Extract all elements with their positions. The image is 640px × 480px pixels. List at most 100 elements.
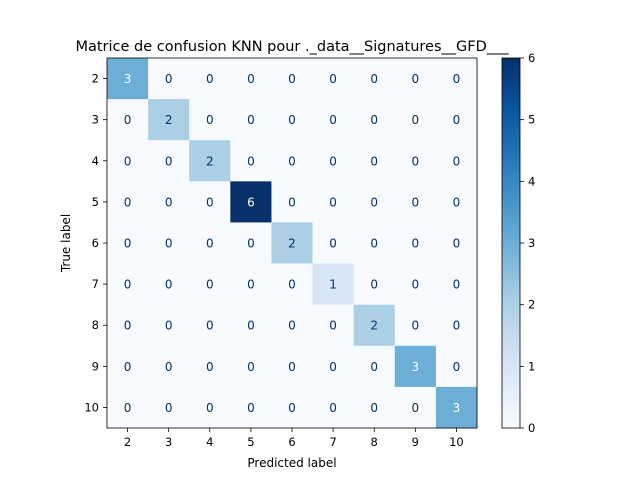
matrix-cell — [353, 140, 396, 182]
cell-value-label: 0 — [453, 72, 461, 86]
cell-value-label: 0 — [453, 154, 461, 168]
matrix-cell — [189, 345, 231, 388]
x-tick-label: 2 — [124, 435, 131, 449]
cell-value-label: 0 — [370, 72, 378, 86]
x-tick-label: 9 — [412, 435, 419, 449]
matrix-cell — [230, 99, 272, 141]
x-axis-ticks: 2 3 4 5 6 7 8 9 10 — [124, 428, 464, 449]
matrix-cell — [394, 345, 437, 388]
matrix-cell — [435, 58, 478, 100]
cell-value-label: 0 — [412, 195, 420, 209]
cell-value-label: 0 — [370, 360, 378, 374]
cell-value-label: 2 — [206, 154, 214, 168]
y-tick-label: 10 — [84, 400, 99, 414]
cell-value-label: 0 — [206, 195, 214, 209]
matrix-cell — [230, 181, 272, 223]
matrix-cell — [148, 99, 190, 141]
cell-value-label: 0 — [124, 237, 132, 251]
cell-value-label: 0 — [453, 195, 461, 209]
y-tick-label: 9 — [92, 359, 99, 373]
cell-value-label: 0 — [412, 401, 420, 415]
cell-value-label: 0 — [412, 72, 420, 86]
matrix-cell — [271, 263, 313, 305]
matrix-cell — [107, 386, 149, 429]
cell-value-label: 0 — [412, 278, 420, 292]
matrix-cell — [148, 58, 190, 100]
matrix-cell — [189, 140, 231, 182]
cell-value-label: 0 — [370, 195, 378, 209]
matrix-cell — [271, 99, 313, 141]
x-tick-label: 4 — [206, 435, 213, 449]
y-tick-label: 4 — [92, 154, 99, 168]
matrix-cell — [435, 345, 478, 388]
matrix-cell — [189, 304, 231, 347]
cell-value-label: 3 — [412, 360, 420, 374]
cell-value-label: 0 — [124, 319, 132, 333]
cell-value-label: 0 — [165, 237, 173, 251]
cell-value-label: 1 — [329, 278, 337, 292]
matrix-cell — [435, 304, 478, 347]
cell-value-label: 0 — [329, 319, 337, 333]
matrix-cell — [353, 386, 396, 429]
matrix-cell — [271, 58, 313, 100]
x-tick-label: 6 — [288, 435, 295, 449]
matrix-cell — [394, 140, 437, 182]
cell-value-label: 0 — [165, 195, 173, 209]
matrix-cell — [435, 263, 478, 305]
cell-value-label: 0 — [288, 278, 296, 292]
cell-value-label: 3 — [124, 72, 132, 86]
cell-value-label: 0 — [370, 113, 378, 127]
matrix-cell — [148, 345, 190, 388]
matrix-cell — [353, 99, 396, 141]
matrix-cell — [189, 386, 231, 429]
matrix-cell — [312, 304, 354, 347]
x-tick-label: 7 — [329, 435, 336, 449]
cell-value-label: 2 — [165, 113, 173, 127]
matrix-cell — [312, 99, 354, 141]
matrix-cell — [394, 99, 437, 141]
matrix-cell — [394, 181, 437, 223]
matrix-cell — [189, 58, 231, 100]
cell-value-label: 0 — [247, 401, 255, 415]
cell-value-label: 0 — [329, 237, 337, 251]
y-tick-label: 8 — [92, 318, 99, 332]
cell-value-label: 0 — [247, 72, 255, 86]
matrix-cell — [353, 58, 396, 100]
cell-value-label: 0 — [453, 319, 461, 333]
y-tick-label: 5 — [92, 195, 99, 209]
cell-value-label: 0 — [329, 401, 337, 415]
cell-value-label: 0 — [165, 278, 173, 292]
cell-value-label: 0 — [247, 360, 255, 374]
cell-value-label: 0 — [370, 154, 378, 168]
matrix-cell — [107, 99, 149, 141]
matrix-cell — [189, 263, 231, 305]
cell-value-label: 0 — [247, 278, 255, 292]
x-tick-label: 8 — [371, 435, 378, 449]
cell-value-label: 0 — [412, 113, 420, 127]
matrix-cell — [353, 181, 396, 223]
matrix-cell — [394, 304, 437, 347]
cell-value-label: 0 — [206, 401, 214, 415]
matrix-cell — [189, 222, 231, 264]
cell-value-label: 0 — [206, 113, 214, 127]
y-tick-label: 6 — [92, 236, 99, 250]
matrix-cell — [394, 222, 437, 264]
matrix-cell — [230, 140, 272, 182]
matrix-cell — [148, 181, 190, 223]
matrix-cell — [312, 181, 354, 223]
cell-value-label: 0 — [329, 154, 337, 168]
cell-value-label: 0 — [124, 360, 132, 374]
matrix-cell — [107, 181, 149, 223]
matrix-cell — [353, 304, 396, 347]
matrix-cell — [107, 345, 149, 388]
matrix-cell — [394, 386, 437, 429]
cell-value-label: 0 — [247, 237, 255, 251]
cell-value-label: 2 — [288, 237, 296, 251]
cell-value-label: 0 — [165, 319, 173, 333]
colorbar-tick-label: 3 — [528, 236, 535, 250]
matrix-cell — [230, 263, 272, 305]
matrix-cell — [435, 140, 478, 182]
matrix-cell — [230, 304, 272, 347]
cell-value-label: 0 — [370, 237, 378, 251]
